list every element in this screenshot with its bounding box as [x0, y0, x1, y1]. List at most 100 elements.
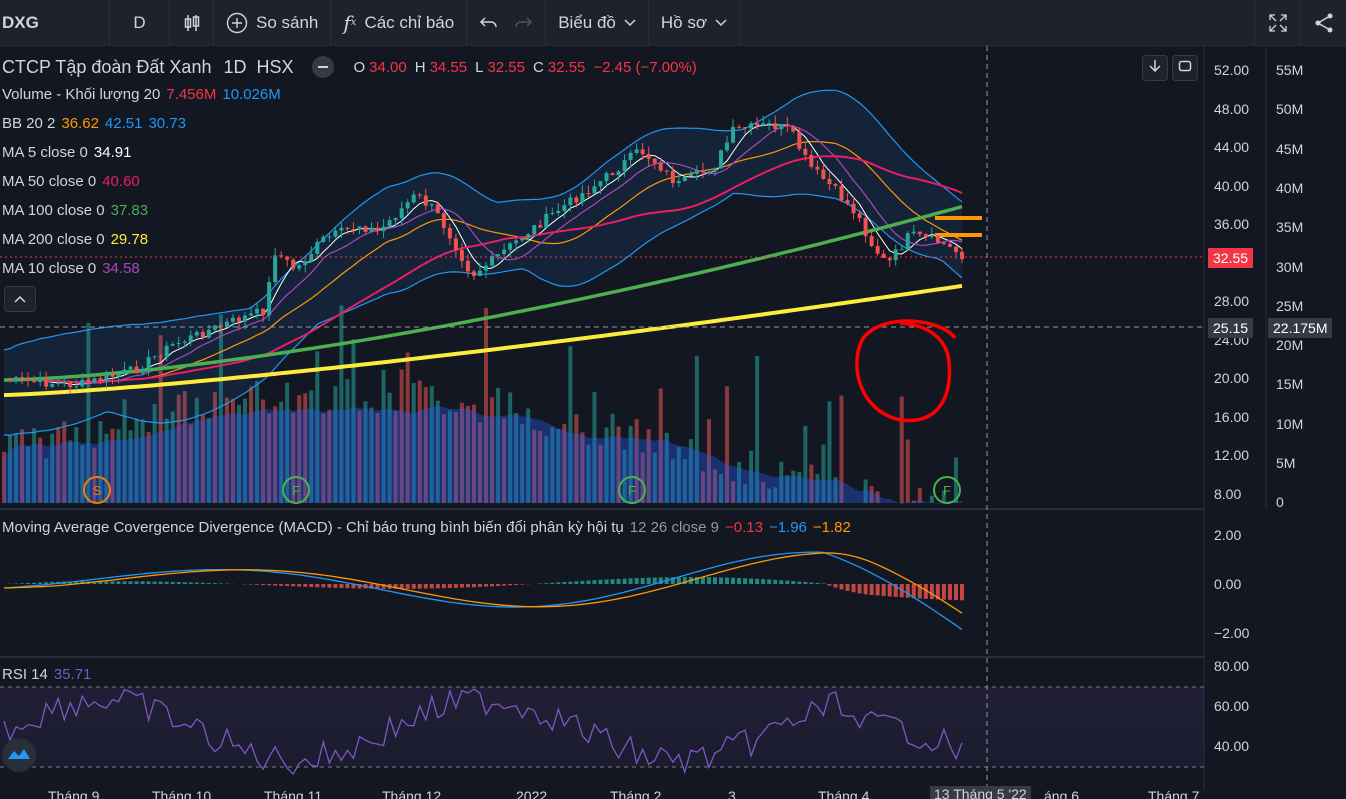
rsi-tick: 40.00	[1214, 738, 1250, 754]
ma200-legend[interactable]: MA 200 close 0 29.78	[2, 231, 148, 248]
candle-body	[38, 378, 43, 383]
redo-icon[interactable]	[513, 15, 533, 31]
candle-body	[556, 210, 561, 214]
volume-legend[interactable]: Volume - Khối lượng 20 7.456M 10.026M	[2, 86, 281, 103]
chart-style-button[interactable]	[170, 0, 214, 46]
macd-hist-bar	[779, 580, 784, 584]
volume-bar	[236, 404, 241, 503]
volume-bar	[435, 400, 440, 503]
price-tick: 20.00	[1214, 370, 1250, 386]
volume-bar	[761, 482, 766, 503]
volume-bar	[273, 406, 278, 503]
candle-body	[532, 225, 537, 235]
macd-hist-bar	[670, 577, 675, 584]
macd-hist-bar	[285, 584, 290, 587]
volume-bar	[664, 432, 669, 503]
chart-menu-label: Biểu đồ	[558, 12, 616, 32]
volume-bar	[423, 387, 428, 503]
macd-hist-bar	[471, 584, 476, 588]
volume-bar	[465, 405, 470, 503]
macd-hist-bar	[941, 584, 946, 600]
candle-body	[833, 184, 838, 186]
last-price-tag: 32.55	[1208, 248, 1254, 268]
macd-hist-bar	[381, 584, 386, 589]
volume-bar	[2, 451, 6, 503]
macd-hist-bar	[640, 577, 645, 584]
scroll-down-button[interactable]	[1142, 55, 1168, 81]
time-tick: Tháng 10	[152, 788, 212, 799]
bb-legend[interactable]: BB 20 2 36.62 42.51 30.73	[2, 115, 186, 132]
macd-hist-bar	[538, 583, 543, 584]
volume-bar	[152, 404, 157, 503]
ma50-legend[interactable]: MA 50 close 0 40.60	[2, 173, 140, 190]
tradingview-logo[interactable]	[2, 738, 36, 772]
candle-body	[875, 246, 880, 254]
collapse-legend-button[interactable]	[4, 286, 36, 312]
candle-body	[863, 218, 868, 237]
ma5-legend[interactable]: MA 5 close 0 34.91	[2, 144, 131, 161]
volume-bar	[128, 430, 133, 503]
price-tick: 16.00	[1214, 408, 1250, 425]
compare-button[interactable]: So sánh	[214, 0, 332, 46]
volume-bar	[550, 427, 555, 503]
maximize-pane-button[interactable]	[1172, 55, 1198, 81]
undo-icon[interactable]	[479, 15, 499, 31]
ma10-legend[interactable]: MA 10 close 0 34.58	[2, 260, 140, 277]
volume-bar	[779, 461, 784, 503]
macd-hist-bar	[604, 579, 609, 584]
candle-body	[839, 185, 844, 201]
profile-menu-button[interactable]: Hồ sơ	[649, 0, 740, 46]
candle-body	[514, 240, 519, 244]
volume-bar	[20, 429, 25, 503]
open-key: O	[353, 58, 366, 76]
macd-hist-bar	[484, 584, 489, 587]
candle-body	[640, 149, 645, 155]
candle-body	[917, 231, 922, 235]
macd-hist-bar	[122, 581, 127, 584]
hide-legend-button[interactable]	[311, 56, 334, 78]
macd-hist-bar	[152, 581, 157, 584]
interval-button[interactable]: D	[110, 0, 170, 46]
candle-body	[243, 315, 248, 322]
macd-tick: 0.00	[1214, 576, 1242, 592]
macd-hist-bar	[953, 584, 958, 601]
volume-bar	[218, 314, 223, 503]
volume-bar	[562, 424, 567, 503]
share-button[interactable]	[1300, 0, 1346, 46]
macd-hist-bar	[339, 584, 344, 589]
chart-menu-button[interactable]: Biểu đồ	[546, 0, 649, 46]
fullscreen-button[interactable]	[1254, 0, 1300, 46]
undo-redo-group	[467, 0, 547, 46]
candle-body	[869, 236, 874, 247]
low-value: 32.55	[487, 58, 525, 76]
candle-body	[761, 123, 766, 126]
macd-legend[interactable]: Moving Average Covergence Divergence (MA…	[2, 519, 851, 536]
event-marker-label: S	[93, 483, 102, 498]
macd-hist-bar	[875, 584, 880, 596]
ma10-label: MA 10 close 0	[2, 260, 97, 277]
ma100-legend[interactable]: MA 100 close 0 37.83	[2, 202, 148, 219]
rsi-legend[interactable]: RSI 14 35.71	[2, 666, 91, 683]
ohlc-values: O 34.00 H 34.55 L 32.55 C 32.55 −2.45 (−7.00…	[354, 59, 697, 76]
candle-body	[923, 234, 928, 237]
volume-bar	[821, 444, 826, 503]
candle-body	[200, 331, 205, 338]
candle-body	[700, 169, 705, 172]
candle-body	[273, 255, 278, 283]
macd-signal-line	[3, 552, 963, 614]
candle-body	[622, 160, 627, 172]
symbol-legend: CTCP Tập đoàn Đất Xanh 1D HSX O 34.00 H 34…	[2, 56, 697, 78]
volume-bar	[441, 414, 446, 503]
volume-bar	[188, 424, 193, 503]
moving-averages	[3, 124, 982, 397]
symbol-search[interactable]: DXG	[0, 0, 110, 46]
volume-tick: 25M	[1276, 297, 1304, 314]
macd-hist-bar	[905, 584, 910, 598]
macd-tick: −2.00	[1214, 625, 1250, 641]
volume-bar	[164, 418, 169, 503]
volume-bar	[652, 452, 657, 503]
candle-body	[731, 126, 736, 143]
macd-hist-bar	[550, 582, 555, 584]
